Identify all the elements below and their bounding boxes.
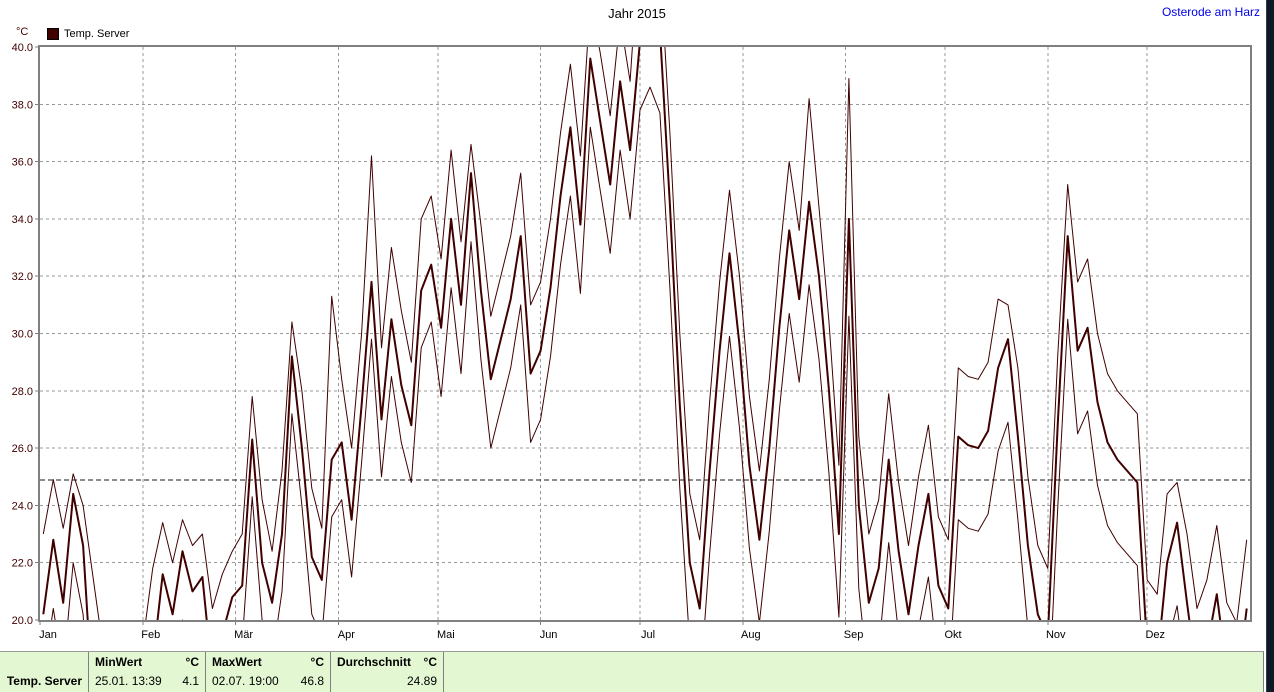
legend-label: Temp. Server	[64, 28, 130, 40]
plot-border	[38, 45, 1252, 622]
min-value: 4.1	[182, 674, 199, 688]
stats-avg-cell: Durchschnitt °C 24.89	[331, 652, 444, 692]
y-tick-label: 28.0	[12, 386, 33, 398]
stats-min-cell: MinWert °C 25.01. 13:39 4.1	[89, 652, 206, 692]
y-tick-label: 38.0	[12, 99, 33, 111]
y-tick-label: 34.0	[12, 214, 33, 226]
y-tick-label: 20.0	[12, 615, 33, 627]
min-date: 25.01. 13:39	[95, 674, 162, 688]
x-tick-label: Mär	[234, 629, 253, 641]
station-link[interactable]: Osterode am Harz	[1161, 5, 1260, 19]
x-tick-label: Jun	[540, 629, 558, 641]
y-tick-label: 30.0	[12, 329, 33, 341]
y-tick-label: 26.0	[12, 443, 33, 455]
avg-header-unit: °C	[423, 655, 437, 669]
x-tick-label: Jan	[39, 629, 57, 641]
x-tick-label: Okt	[944, 629, 961, 641]
temperature-chart: 20.0 22.0 24.0 26.0 28.0 30.0 32.0 34.0 36.0 38.0…	[12, 42, 1252, 641]
window-edge-strip	[1266, 0, 1274, 692]
stats-max-cell: MaxWert °C 02.07. 19:00 46.8	[206, 652, 331, 692]
y-tick-label: 40.0	[12, 42, 33, 54]
y-tick-label: 36.0	[12, 157, 33, 169]
y-tick-label: 24.0	[12, 500, 33, 512]
stats-table: Temp. Server MinWert °C 25.01. 13:39 4.1…	[0, 651, 1264, 692]
stats-empty-cell	[444, 652, 1263, 692]
x-tick-label: Apr	[338, 629, 355, 641]
x-tick-label: Sep	[844, 629, 864, 641]
min-header-unit: °C	[185, 655, 199, 669]
x-tick-label: Jul	[641, 629, 655, 641]
x-tick-label: Aug	[741, 629, 761, 641]
legend: Temp. Server	[47, 28, 129, 40]
min-header-label: MinWert	[95, 655, 143, 669]
max-header-label: MaxWert	[212, 655, 262, 669]
series-line-daily-max	[42, 47, 1248, 620]
avg-value: 24.89	[406, 674, 437, 688]
y-axis-unit-label: °C	[16, 26, 29, 38]
max-value: 46.8	[300, 674, 324, 688]
stats-row-label-cell: Temp. Server	[0, 652, 89, 692]
avg-header-label: Durchschnitt	[337, 655, 412, 669]
x-tick-label: Dez	[1145, 629, 1165, 641]
max-date: 02.07. 19:00	[212, 674, 279, 688]
x-tick-label: Nov	[1046, 629, 1066, 641]
y-tick-label: 32.0	[12, 271, 33, 283]
x-tick-label: Feb	[141, 629, 160, 641]
page-title: Jahr 2015	[608, 6, 666, 21]
y-tick-label: 22.0	[12, 558, 33, 570]
x-tick-label: Mai	[437, 629, 455, 641]
legend-swatch-icon	[47, 28, 59, 40]
stats-row-label: Temp. Server	[6, 674, 82, 688]
max-header-unit: °C	[310, 655, 324, 669]
series-line-daily-min	[51, 86, 1180, 620]
series-line-daily-mean	[42, 47, 1248, 620]
